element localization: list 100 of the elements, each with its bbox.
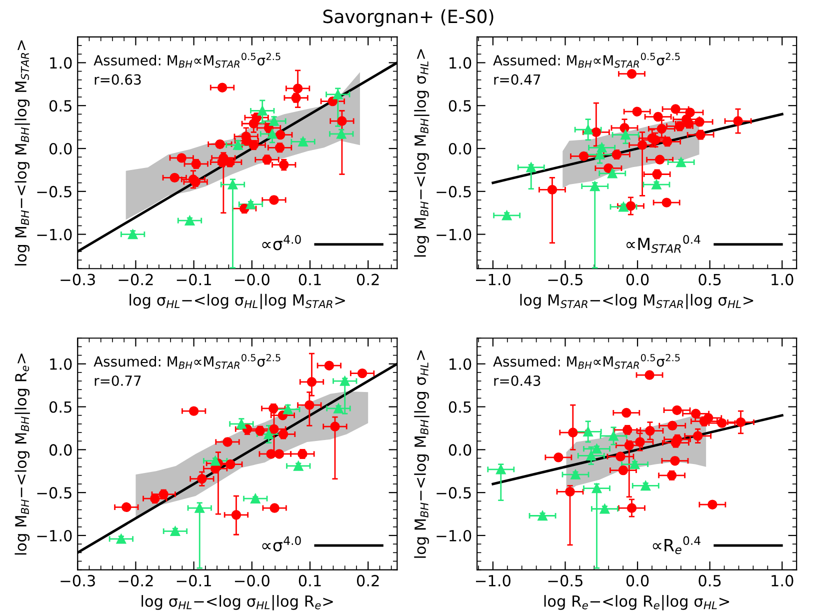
y-axis-title: log M$_{BH}$−<log M$_{BH}$|log M$_{STAR}$> [14, 40, 30, 266]
y-axis-title: log M$_{BH}$−<log M$_{BH}$|log σ$_{HL}$> [414, 350, 430, 558]
point [294, 461, 304, 471]
legend-label: ∝σ$^{4.0}$ [262, 234, 301, 250]
x-tick-label: 0.5 [698, 574, 721, 586]
point [304, 400, 314, 410]
x-tick-label: −1.0 [476, 274, 510, 286]
point [733, 116, 743, 126]
y-tick-label: 1.0 [50, 57, 72, 69]
y-tick-label: 0.0 [448, 444, 472, 456]
y-tick-label: −1.0 [37, 228, 72, 240]
point [270, 503, 280, 513]
point [122, 502, 132, 512]
y-tick-label: 0.0 [49, 444, 72, 456]
point [644, 370, 654, 380]
y-tick-label: −1.0 [37, 530, 72, 542]
x-tick-label: 1.0 [772, 274, 794, 286]
y-tick-label: 1.0 [450, 358, 472, 370]
point [248, 118, 259, 128]
point [128, 229, 138, 240]
point [645, 426, 655, 436]
y-tick-label: −0.5 [37, 487, 72, 499]
x-tick-label: 0.2 [356, 574, 379, 586]
annotation: r=0.43 [494, 375, 540, 386]
annotation: r=0.77 [94, 375, 141, 386]
x-tick-label: −0.0 [234, 274, 270, 286]
point [334, 404, 344, 414]
x-tick-label: 0.1 [298, 574, 321, 586]
point [217, 82, 228, 92]
annotation: r=0.47 [494, 74, 540, 85]
point [626, 503, 637, 513]
point [292, 84, 303, 94]
x-axis-title: log σ$_{HL}$−<log σ$_{HL}$|log M$_{STAR}$> [130, 294, 345, 310]
point [586, 450, 596, 461]
y-axis-title: log M$_{BH}$−<log M$_{BH}$|log σ$_{HL}$> [414, 49, 430, 257]
y-tick-label: 0.0 [448, 142, 472, 155]
point [568, 428, 578, 438]
annotation: Assumed: M$_{BH}$∝M$_{STAR}$$^{0.5}$σ$^{2.5}$ [94, 52, 280, 68]
point [652, 180, 662, 190]
x-tick-label: 0.2 [356, 274, 379, 286]
x-tick-label: 1.0 [772, 574, 794, 586]
point [324, 360, 334, 370]
point [357, 368, 368, 378]
y-tick-label: −1.0 [436, 530, 472, 542]
point [231, 510, 242, 520]
point [640, 480, 650, 491]
point [502, 210, 512, 220]
point [116, 534, 126, 544]
point [608, 168, 618, 178]
chart-title: Savorgnan+ (E-S0) [323, 9, 494, 27]
point [170, 172, 180, 183]
legend-label: ∝R$_{e}$$^{0.4}$ [652, 536, 700, 554]
y-tick-label: −0.5 [436, 186, 471, 198]
x-axis-title: log σ$_{HL}$−<log σ$_{HL}$|log R$_{e}$> [142, 595, 333, 610]
point [269, 424, 279, 434]
annotation: Assumed: M$_{BH}$∝M$_{STAR}$$^{0.5}$σ$^{2.5}$ [94, 354, 280, 369]
y-tick-label: 0.5 [448, 100, 471, 112]
x-tick-label: −0.0 [234, 574, 270, 586]
point [170, 526, 180, 536]
point [632, 106, 642, 116]
y-axis-title: log M$_{BH}$−<log M$_{BH}$|log R$_{e}$> [14, 354, 30, 555]
point [616, 452, 626, 462]
legend-label: ∝M$_{STAR}$$^{0.4}$ [626, 234, 700, 253]
x-tick-label: −0.5 [548, 574, 582, 586]
point [570, 470, 580, 480]
point [604, 163, 614, 174]
point [626, 68, 637, 79]
point [306, 377, 317, 387]
x-tick-label: −0.2 [118, 274, 153, 286]
x-axis-title: log M$_{STAR}$−<log M$_{STAR}$|log σ$_{HL}$> [520, 294, 754, 310]
annotation: r=0.63 [94, 74, 141, 85]
x-tick-label: −0.3 [60, 274, 95, 286]
point [538, 510, 548, 521]
x-tick-label: −0.1 [176, 274, 211, 286]
legend-label: ∝σ$^{4.0}$ [262, 536, 301, 552]
point [637, 140, 648, 150]
point [176, 153, 186, 163]
x-tick-label: −0.5 [548, 274, 582, 286]
y-tick-label: −0.5 [436, 487, 471, 499]
y-tick-label: 0.0 [49, 142, 72, 155]
point [547, 184, 558, 195]
point [620, 123, 630, 133]
point [184, 216, 195, 226]
y-tick-label: 0.5 [448, 401, 471, 413]
x-tick-label: 0.5 [698, 274, 721, 286]
x-axis-title: log R$_{e}$−<log R$_{e}$|log σ$_{HL}$> [544, 595, 730, 610]
point [692, 431, 703, 441]
y-tick-label: 1.0 [450, 57, 472, 69]
y-tick-label: 0.5 [49, 401, 72, 413]
point [330, 422, 340, 432]
x-tick-label: −1.0 [476, 574, 510, 586]
point [210, 456, 220, 466]
x-tick-label: 0.0 [626, 274, 649, 286]
x-tick-label: −0.2 [118, 574, 153, 586]
point [250, 494, 260, 504]
y-tick-label: 1.0 [50, 358, 72, 370]
y-tick-label: −0.5 [37, 186, 72, 198]
annotation: Assumed: M$_{BH}$∝M$_{STAR}$$^{0.5}$σ$^{2.5}$ [493, 52, 680, 68]
point [676, 157, 686, 168]
point [708, 500, 718, 510]
